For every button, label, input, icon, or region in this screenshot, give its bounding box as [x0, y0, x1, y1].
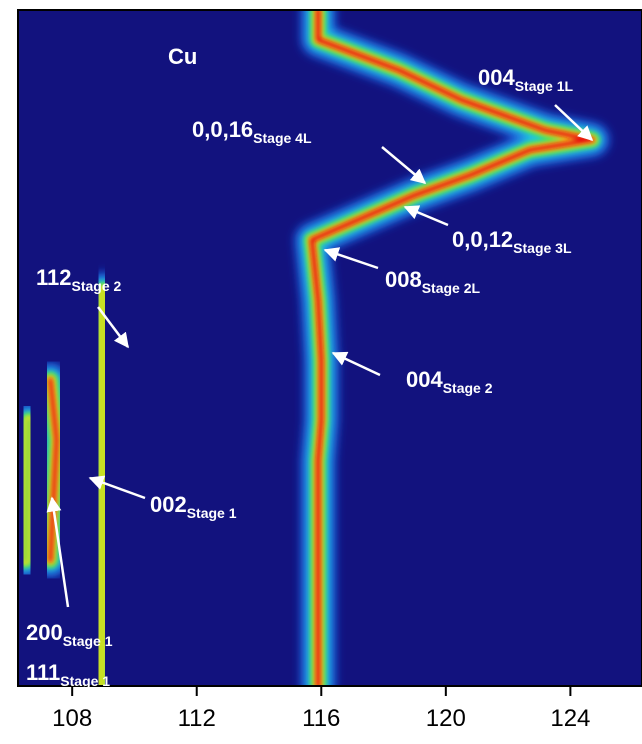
x-tick-label: 116 [302, 705, 340, 732]
annotation: 004Stage 1L [478, 65, 574, 94]
annotation-text: 004 [406, 367, 443, 392]
annotation-text: 0,0,12 [452, 227, 513, 252]
trace [47, 377, 60, 563]
annotation-text: 002 [150, 492, 187, 517]
annotation-sub: Stage 1 [187, 505, 237, 521]
annotation-sub: Stage 1L [515, 78, 574, 94]
x-tick-label: 120 [426, 705, 466, 732]
annotation-text: 112 [36, 265, 72, 290]
annotation-sub: Stage 1 [63, 633, 113, 649]
annotation-sub: Stage 2 [72, 278, 122, 294]
annotation-arrow [331, 351, 381, 377]
x-tick-label: 112 [178, 705, 216, 732]
annotation-arrow [97, 306, 129, 349]
annotation-text: 111 [26, 660, 60, 685]
trace [22, 417, 32, 563]
annotation-arrow [46, 496, 70, 608]
annotation-sub: Stage 2 [443, 380, 493, 396]
annotation: 008Stage 2L [385, 267, 481, 296]
annotation-sub: Stage 1 [60, 673, 110, 689]
annotation: 002Stage 1 [150, 492, 237, 521]
annotation: 0,0,12Stage 3L [452, 227, 572, 256]
x-tick-label: 108 [52, 705, 92, 732]
annotation: 0,0,16Stage 4L [192, 117, 312, 146]
annotation: 112Stage 2 [36, 265, 122, 294]
annotation-text: 008 [385, 267, 422, 292]
annotation: 200Stage 1 [26, 620, 113, 649]
trace [97, 287, 106, 686]
annotation-arrow [554, 104, 594, 142]
annotation-text: 0,0,16 [192, 117, 253, 142]
annotation-arrow [88, 475, 146, 500]
plot-frame [17, 9, 642, 687]
annotation-arrow [403, 205, 449, 227]
annotation-arrow [381, 146, 427, 184]
annotation: Cu [168, 44, 197, 69]
annotation-text: 004 [478, 65, 515, 90]
annotation-sub: Stage 4L [253, 130, 312, 146]
trace [309, 10, 595, 686]
annotation: 004Stage 2 [406, 367, 493, 396]
x-tick-label: 124 [550, 705, 590, 732]
annotation-text: 200 [26, 620, 63, 645]
annotation-arrow [323, 247, 379, 270]
annotation: 111Stage 1 [26, 660, 110, 689]
annotation-sub: Stage 2L [422, 280, 481, 296]
traces [18, 10, 610, 686]
annotation-text: Cu [168, 44, 197, 69]
annotation-sub: Stage 3L [513, 240, 572, 256]
